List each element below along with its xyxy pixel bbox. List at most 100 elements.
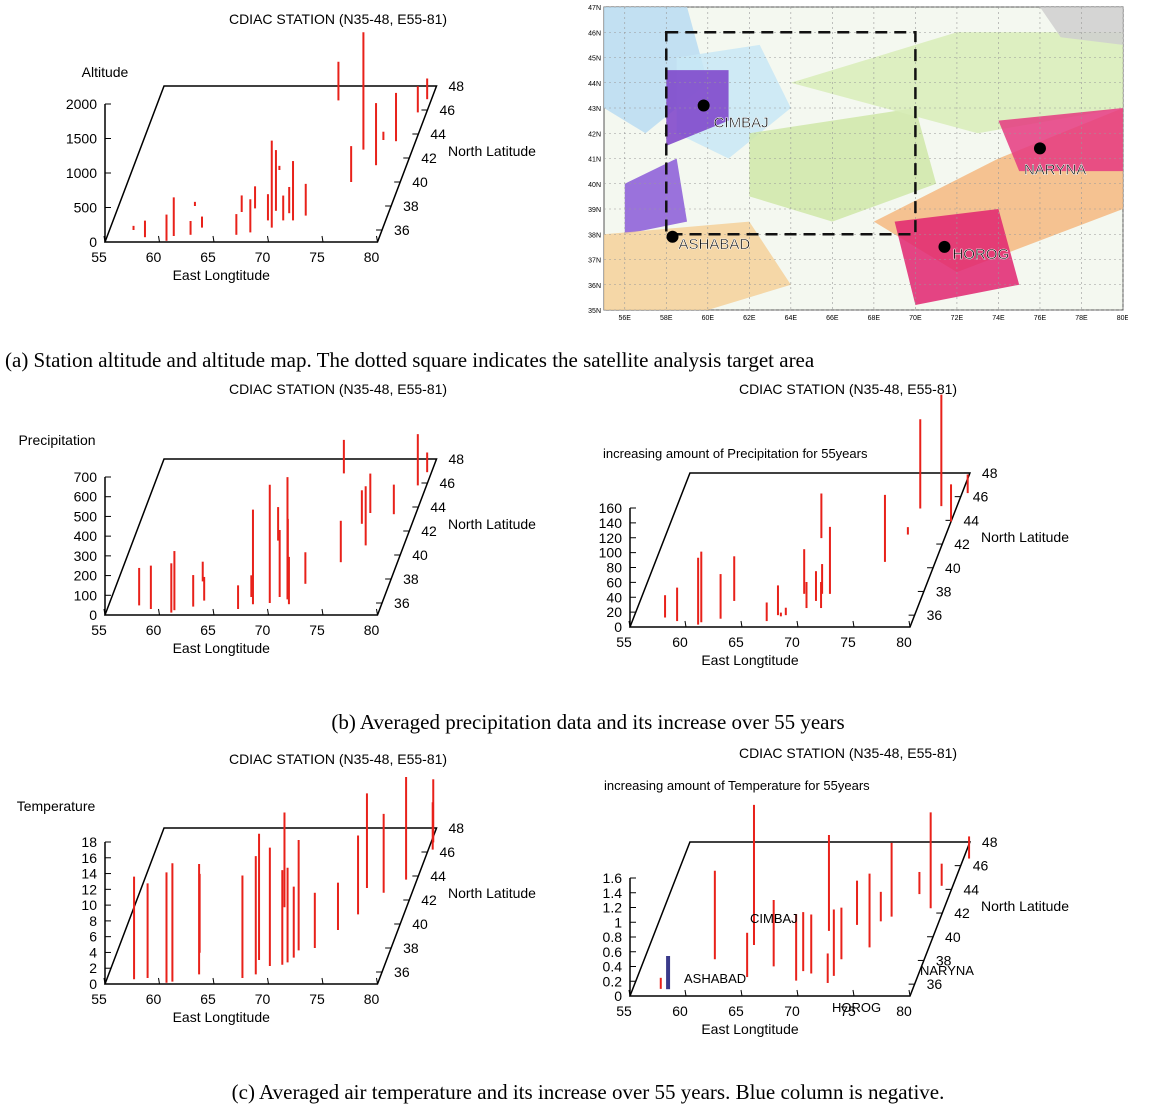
x-tick-mark bbox=[212, 977, 215, 985]
z-tick-label: 100 bbox=[599, 545, 623, 561]
map-lat-label: 45N bbox=[588, 56, 601, 63]
z-tick-label: 0 bbox=[89, 234, 97, 250]
map-lon-label: 70E bbox=[909, 315, 922, 321]
x-tick-label: 65 bbox=[200, 622, 216, 638]
z-tick-label: 200 bbox=[74, 568, 98, 584]
map-lat-label: 44N bbox=[588, 81, 601, 88]
z-tick-label: 4 bbox=[89, 944, 97, 960]
map-lon-label: 64E bbox=[785, 315, 798, 321]
z-tick-label: 600 bbox=[74, 489, 98, 505]
y-axis-label: North Latitude bbox=[448, 143, 536, 159]
x-tick-mark bbox=[158, 608, 160, 616]
x-tick-label: 65 bbox=[200, 991, 216, 1007]
y-tick-label: 44 bbox=[430, 499, 446, 515]
station-marker bbox=[666, 230, 679, 243]
y-tick-label: 48 bbox=[982, 834, 998, 850]
z-axis-label: Altitude bbox=[82, 64, 129, 80]
caption-b: (b) Averaged precipitation data and its … bbox=[331, 710, 845, 734]
precipitation-bar-chart: CDIAC STATION (N35-48, E55-81) Precipitat… bbox=[18, 381, 536, 656]
x-tick-label: 70 bbox=[255, 991, 271, 1007]
x-tick-label: 55 bbox=[616, 634, 632, 650]
x-tick-label: 60 bbox=[672, 634, 688, 650]
x-tick-label: 75 bbox=[840, 634, 856, 650]
y-tick-label: 40 bbox=[412, 547, 428, 563]
z-tick-label: 80 bbox=[606, 560, 622, 576]
map-lon-label: 68E bbox=[868, 315, 881, 321]
y-tick-label: 40 bbox=[412, 916, 428, 932]
x-tick-label: 65 bbox=[728, 634, 744, 650]
altitude-bar-chart: CDIAC STATION (N35-48, E55-81)Altitude05… bbox=[66, 11, 536, 283]
y-tick-label: 36 bbox=[394, 222, 410, 238]
y-tick-label: 42 bbox=[421, 892, 437, 908]
z-tick-label: 0 bbox=[614, 619, 622, 635]
map-lat-label: 43N bbox=[588, 106, 601, 113]
map-lon-label: 78E bbox=[1075, 315, 1088, 321]
x-tick-mark bbox=[376, 608, 378, 616]
chart-subtitle: increasing amount of Precipitation for 5… bbox=[603, 446, 868, 461]
chart-title: CDIAC STATION (N35-48, E55-81) bbox=[739, 381, 957, 397]
map-lon-label: 80E bbox=[1117, 315, 1128, 321]
z-tick-label: 300 bbox=[74, 548, 98, 564]
x-tick-mark bbox=[684, 989, 687, 997]
z-tick-label: 120 bbox=[599, 530, 623, 546]
z-tick-label: 500 bbox=[74, 508, 98, 524]
z-tick-label: 0 bbox=[89, 607, 97, 623]
chart-title: CDIAC STATION (N35-48, E55-81) bbox=[739, 745, 957, 761]
x-tick-label: 55 bbox=[91, 991, 107, 1007]
x-tick-mark bbox=[158, 235, 160, 243]
z-tick-label: 0.4 bbox=[603, 959, 623, 975]
z-tick-label: 0 bbox=[614, 988, 622, 1004]
x-tick-mark bbox=[796, 989, 799, 997]
x-tick-mark bbox=[267, 977, 269, 985]
station-annotation: CIMBAJ bbox=[750, 911, 798, 926]
tianshan-region bbox=[998, 108, 1123, 172]
z-tick-label: 0.8 bbox=[603, 929, 623, 945]
station-label: CIMBAJ bbox=[714, 114, 769, 131]
x-tick-mark bbox=[376, 235, 378, 243]
y-tick-label: 42 bbox=[421, 523, 437, 539]
x-tick-label: 70 bbox=[784, 1003, 800, 1019]
target-area-box bbox=[665, 31, 917, 236]
y-tick-label: 44 bbox=[430, 126, 446, 142]
z-tick-label: 0.2 bbox=[603, 973, 623, 989]
y-tick-label: 36 bbox=[394, 964, 410, 980]
station-label: NARYNA bbox=[1024, 161, 1086, 178]
z-tick-label: 2000 bbox=[66, 96, 97, 112]
x-tick-label: 75 bbox=[840, 1003, 856, 1019]
z-tick-label: 2 bbox=[89, 960, 97, 976]
z-tick-label: 18 bbox=[81, 834, 97, 850]
z-tick-label: 14 bbox=[81, 866, 97, 882]
z-tick-label: 700 bbox=[74, 469, 98, 485]
station-annotation: HOROG bbox=[832, 1000, 881, 1015]
y-tick-label: 44 bbox=[430, 868, 446, 884]
x-tick-label: 75 bbox=[309, 991, 325, 1007]
station-marker bbox=[1033, 142, 1046, 155]
map-lon-label: 76E bbox=[1034, 315, 1047, 321]
x-tick-mark bbox=[267, 608, 269, 616]
x-tick-label: 60 bbox=[672, 1003, 688, 1019]
kopet-dag-region bbox=[604, 221, 791, 310]
x-tick-mark bbox=[321, 977, 324, 985]
x-tick-mark bbox=[103, 977, 106, 985]
chart-title: CDIAC STATION (N35-48, E55-81) bbox=[229, 751, 447, 767]
x-tick-mark bbox=[908, 989, 911, 997]
map-lat-label: 42N bbox=[588, 131, 601, 138]
x-tick-label: 60 bbox=[146, 249, 162, 265]
x-tick-mark bbox=[321, 608, 324, 616]
z-tick-label: 1500 bbox=[66, 131, 97, 147]
x-tick-label: 60 bbox=[146, 622, 162, 638]
y-axis-label: North Latitude bbox=[981, 898, 1069, 914]
x-tick-mark bbox=[628, 620, 631, 628]
y-tick-label: 42 bbox=[954, 536, 970, 552]
x-axis-label: East Longtitude bbox=[701, 652, 799, 668]
y-tick-label: 40 bbox=[945, 560, 961, 576]
altitude-map: 56E 58E 60E 62E 64E 66E 68E 70E 72E 74E 76E 78E 80E 4… bbox=[578, 3, 1129, 322]
plot-base-frame bbox=[628, 472, 972, 628]
map-lat-label: 47N bbox=[588, 5, 601, 12]
map-lat-label: 38N bbox=[588, 232, 601, 239]
y-tick-label: 36 bbox=[927, 976, 943, 992]
z-tick-label: 16 bbox=[81, 850, 97, 866]
x-tick-mark bbox=[684, 620, 687, 628]
x-tick-label: 70 bbox=[784, 634, 800, 650]
station-annotation: NARYNA bbox=[920, 963, 974, 978]
